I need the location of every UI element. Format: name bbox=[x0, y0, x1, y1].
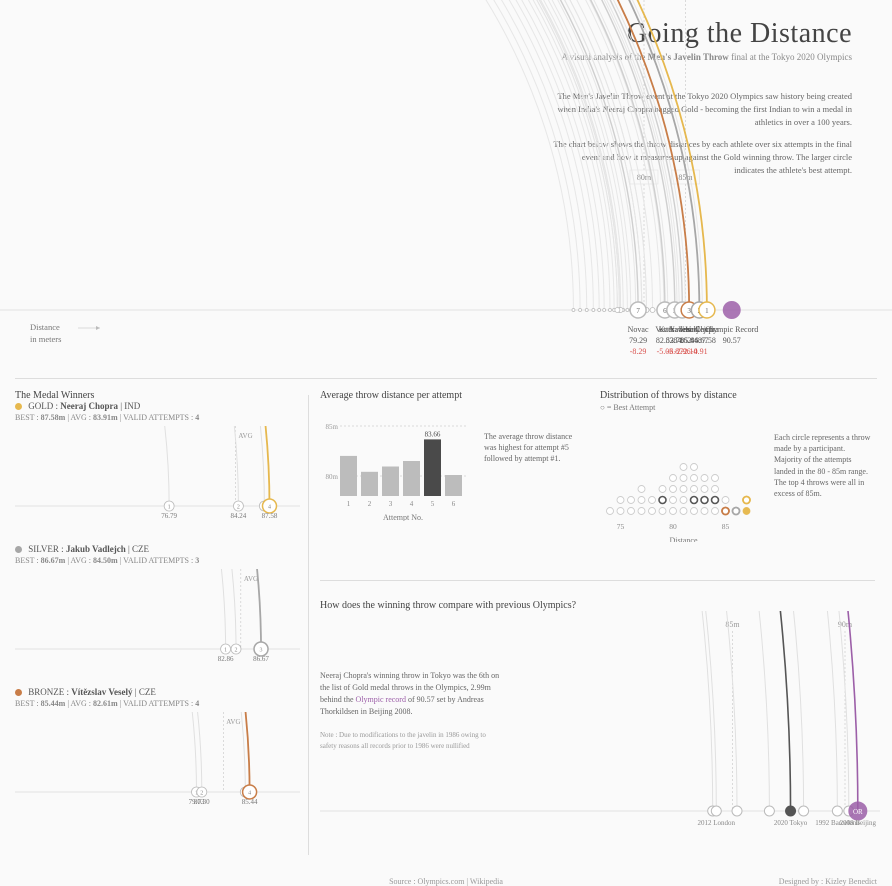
history-section: How does the winning throw compare with … bbox=[320, 600, 880, 846]
svg-text:-8.29: -8.29 bbox=[630, 347, 647, 356]
svg-text:86.67: 86.67 bbox=[253, 655, 269, 663]
avg-throw-section: Average throw distance per attempt 80m 85… bbox=[320, 390, 580, 521]
history-text: Neeraj Chopra's winning throw in Tokyo w… bbox=[320, 670, 500, 751]
medal-stats: BEST : 86.67m | AVG : 84.50m | VALID ATT… bbox=[15, 556, 300, 565]
svg-text:4: 4 bbox=[248, 791, 251, 797]
svg-text:76.79: 76.79 bbox=[161, 512, 177, 520]
history-note: Note : Due to modifications to the javel… bbox=[320, 730, 500, 751]
svg-text:6: 6 bbox=[452, 500, 456, 508]
svg-text:79.29: 79.29 bbox=[629, 336, 647, 345]
svg-text:7: 7 bbox=[636, 307, 640, 315]
svg-text:85m: 85m bbox=[326, 423, 339, 431]
svg-text:80m: 80m bbox=[326, 473, 339, 481]
medal-title: GOLD : Neeraj Chopra | IND bbox=[15, 401, 300, 411]
distribution-sublabel: ○ = Best Attempt bbox=[600, 403, 880, 412]
svg-text:5: 5 bbox=[431, 500, 435, 508]
medal-block: GOLD : Neeraj Chopra | IND BEST : 87.58m… bbox=[15, 401, 300, 526]
svg-text:2: 2 bbox=[368, 500, 372, 508]
svg-text:1: 1 bbox=[705, 307, 709, 315]
section-label: How does the winning throw compare with … bbox=[320, 600, 880, 611]
footer-source: Source : Olympics.com | Wikipedia bbox=[389, 877, 503, 886]
divider bbox=[15, 378, 877, 379]
section-label: Average throw distance per attempt bbox=[320, 390, 580, 401]
medal-stats: BEST : 87.58m | AVG : 83.91m | VALID ATT… bbox=[15, 413, 300, 422]
svg-text:AVG: AVG bbox=[244, 575, 258, 583]
svg-text:85.44: 85.44 bbox=[242, 798, 258, 806]
svg-text:2020 Tokyo: 2020 Tokyo bbox=[774, 819, 808, 827]
svg-text:2012 London: 2012 London bbox=[698, 819, 736, 827]
svg-text:82.86: 82.86 bbox=[218, 655, 234, 663]
svg-text:2: 2 bbox=[237, 505, 240, 511]
svg-text:75: 75 bbox=[617, 522, 625, 531]
distribution-description: Each circle represents a throw made by a… bbox=[774, 412, 874, 499]
svg-text:80: 80 bbox=[669, 522, 677, 531]
distribution-section: Distribution of throws by distance ○ = B… bbox=[600, 390, 880, 542]
medal-arc-chart: AVG123479.7380.3085.44 bbox=[15, 712, 300, 807]
svg-text:83.66: 83.66 bbox=[425, 430, 441, 438]
medal-stats: BEST : 85.44m | AVG : 82.61m | VALID ATT… bbox=[15, 699, 300, 708]
medal-block: SILVER : Jakub Vadlejch | CZE BEST : 86.… bbox=[15, 544, 300, 669]
medal-winners-section: The Medal Winners GOLD : Neeraj Chopra |… bbox=[15, 390, 300, 830]
svg-text:87.58: 87.58 bbox=[262, 512, 278, 520]
medal-block: BRONZE : Vítězslav Veselý | CZE BEST : 8… bbox=[15, 687, 300, 812]
avg-description: The average throw distance was highest f… bbox=[484, 401, 574, 465]
svg-text:OR: OR bbox=[853, 808, 863, 816]
medal-arc-chart: AVG123476.7984.2487.58 bbox=[15, 426, 300, 521]
svg-text:80.30: 80.30 bbox=[194, 798, 210, 806]
svg-text:AVG: AVG bbox=[238, 432, 252, 440]
svg-text:Distance: Distance bbox=[670, 536, 698, 542]
svg-text:Attempt No.: Attempt No. bbox=[383, 513, 423, 521]
section-label: The Medal Winners bbox=[15, 390, 300, 401]
avg-bar-chart: 80m 85m 1 2 3 4 5 83.66 6 Attempt No. bbox=[320, 401, 480, 521]
svg-text:85: 85 bbox=[722, 522, 730, 531]
svg-text:2: 2 bbox=[235, 648, 238, 654]
svg-text:84.24: 84.24 bbox=[231, 512, 247, 520]
svg-text:2: 2 bbox=[200, 791, 203, 797]
divider bbox=[308, 395, 309, 855]
medal-title: BRONZE : Vítězslav Veselý | CZE bbox=[15, 687, 300, 697]
footer-designer: Designed by : Kizley Benedict bbox=[779, 877, 877, 886]
svg-text:Distance: Distance bbox=[30, 322, 60, 332]
svg-text:in meters: in meters bbox=[30, 334, 61, 344]
svg-text:2008 Beijing: 2008 Beijing bbox=[840, 819, 877, 827]
dot-chart: 75 80 85 Distance bbox=[600, 412, 770, 542]
divider bbox=[320, 580, 875, 581]
svg-text:90.57: 90.57 bbox=[723, 336, 741, 345]
svg-text:3: 3 bbox=[389, 500, 393, 508]
svg-text:4: 4 bbox=[410, 500, 414, 508]
svg-text:-0.91: -0.91 bbox=[691, 347, 708, 356]
svg-text:AVG: AVG bbox=[226, 718, 240, 726]
olympic-record-link: Olympic record bbox=[356, 695, 406, 704]
svg-text:Olympic Record: Olympic Record bbox=[705, 325, 758, 334]
svg-text:1: 1 bbox=[168, 505, 171, 511]
medal-title: SILVER : Jakub Vadlejch | CZE bbox=[15, 544, 300, 554]
section-label: Distribution of throws by distance bbox=[600, 390, 880, 401]
svg-text:4: 4 bbox=[268, 505, 271, 511]
svg-text:1: 1 bbox=[347, 500, 351, 508]
medal-arc-chart: AVG 1 2 3 82.86 86.67 bbox=[15, 569, 300, 664]
svg-text:87.58: 87.58 bbox=[698, 336, 716, 345]
main-arc-chart: Distancein meters80m85m7Novac79.29-8.296… bbox=[0, 0, 892, 360]
svg-text:Novac: Novac bbox=[628, 325, 649, 334]
svg-text:3: 3 bbox=[260, 648, 263, 654]
svg-text:1: 1 bbox=[224, 648, 227, 654]
